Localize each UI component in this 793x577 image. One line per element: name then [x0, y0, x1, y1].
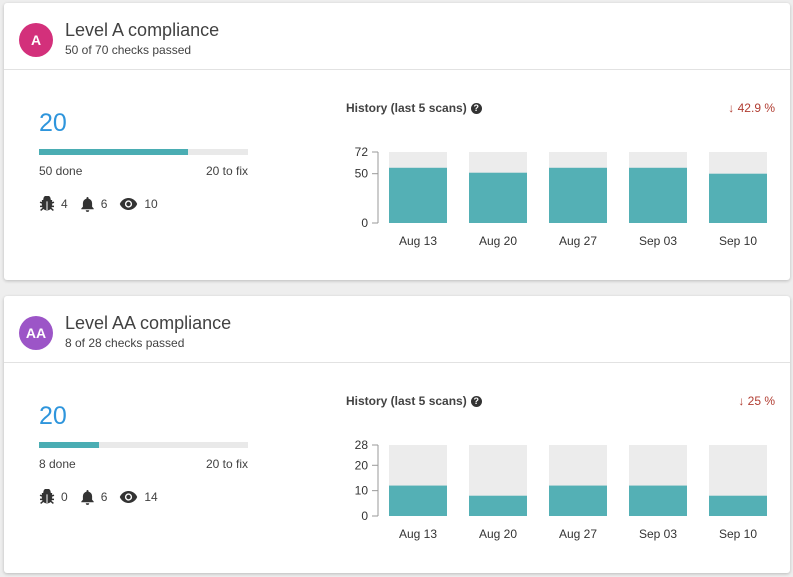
issue-counts: 4 6 10	[39, 195, 170, 213]
card-header: A Level A compliance 50 of 70 checks pas…	[4, 3, 790, 70]
history-title-text: History (last 5 scans)	[346, 101, 467, 115]
notification-count: 6	[100, 490, 108, 504]
view-count-item[interactable]: 10	[119, 197, 158, 211]
y-tick-label: 10	[355, 484, 369, 498]
y-tick-label: 0	[361, 216, 368, 230]
trend-delta: ↓ 25 %	[738, 394, 775, 408]
bar[interactable]	[549, 485, 607, 516]
bar[interactable]	[469, 172, 527, 223]
bar[interactable]	[709, 495, 767, 516]
progress-fill	[39, 149, 189, 155]
x-tick-label: Aug 20	[479, 527, 517, 541]
level-badge: AA	[19, 316, 53, 350]
history-chart: 0 10 20 28 Aug 13 Aug 20 Aug 27 Sep 03 Sep 10	[355, 438, 767, 541]
bell-icon	[80, 197, 94, 212]
bell-icon	[80, 490, 94, 505]
history-chart: 0 50 72 Aug 13 Aug 20 Aug 27 Sep 03 Sep 10	[355, 145, 767, 248]
card-header: AA Level AA compliance 8 of 28 checks pa…	[4, 296, 790, 363]
trend-delta: ↓ 42.9 %	[728, 101, 775, 115]
y-tick-label: 0	[361, 509, 368, 523]
card-title[interactable]: Level A compliance	[65, 20, 220, 40]
level-badge: A	[19, 23, 53, 57]
y-tick-label: 72	[355, 145, 369, 159]
card-subtitle: 50 of 70 checks passed	[65, 43, 192, 57]
card-title[interactable]: Level AA compliance	[65, 313, 232, 333]
bug-count: 4	[61, 197, 68, 211]
fix-label: 20 to fix	[205, 164, 248, 178]
x-tick-label: Aug 20	[479, 234, 517, 248]
x-tick-label: Aug 27	[559, 527, 597, 541]
x-tick-label: Aug 27	[559, 234, 597, 248]
bar[interactable]	[389, 167, 447, 223]
done-label: 50 done	[39, 164, 83, 178]
bar[interactable]	[629, 167, 687, 223]
notification-count-item[interactable]: 6	[80, 489, 108, 505]
card-subtitle: 8 of 28 checks passed	[65, 336, 185, 350]
view-count: 10	[144, 197, 158, 211]
x-tick-label: Aug 13	[399, 527, 437, 541]
bug-count-item[interactable]: 0	[39, 489, 68, 505]
progress-bar	[39, 149, 248, 155]
bug-icon	[39, 196, 55, 211]
progress-fill	[39, 442, 99, 448]
progress-bar	[39, 442, 248, 448]
eye-icon	[120, 491, 138, 503]
bar[interactable]	[709, 173, 767, 223]
history-title: History (last 5 scans) ?	[346, 394, 482, 408]
bug-icon	[39, 489, 55, 504]
bug-count: 0	[61, 490, 68, 504]
x-tick-label: Sep 10	[719, 527, 757, 541]
bar[interactable]	[389, 485, 447, 516]
x-tick-label: Sep 03	[639, 234, 677, 248]
compliance-card-level-a: A Level A compliance 50 of 70 checks pas…	[4, 3, 790, 280]
remaining-count[interactable]: 20	[39, 402, 67, 430]
bar[interactable]	[629, 485, 687, 516]
y-tick-label: 28	[355, 438, 369, 452]
y-tick-label: 50	[355, 167, 369, 181]
fix-label: 20 to fix	[205, 457, 248, 471]
eye-icon	[120, 198, 138, 210]
bug-count-item[interactable]: 4	[39, 196, 68, 212]
history-title-text: History (last 5 scans)	[346, 394, 467, 408]
help-icon[interactable]: ?	[470, 102, 482, 114]
x-tick-label: Aug 13	[399, 234, 437, 248]
y-tick-label: 20	[355, 458, 369, 472]
bar[interactable]	[469, 495, 527, 516]
view-count-item[interactable]: 14	[119, 490, 158, 504]
notification-count: 6	[100, 197, 108, 211]
history-title: History (last 5 scans) ?	[346, 101, 482, 115]
bar[interactable]	[549, 167, 607, 223]
x-tick-label: Sep 10	[719, 234, 757, 248]
x-tick-label: Sep 03	[639, 527, 677, 541]
done-label: 8 done	[39, 457, 76, 471]
remaining-count[interactable]: 20	[39, 109, 67, 137]
notification-count-item[interactable]: 6	[80, 196, 108, 212]
view-count: 14	[144, 490, 158, 504]
help-icon[interactable]: ?	[470, 395, 482, 407]
issue-counts: 0 6 14	[39, 488, 170, 506]
compliance-card-level-aa: AA Level AA compliance 8 of 28 checks pa…	[4, 296, 790, 573]
